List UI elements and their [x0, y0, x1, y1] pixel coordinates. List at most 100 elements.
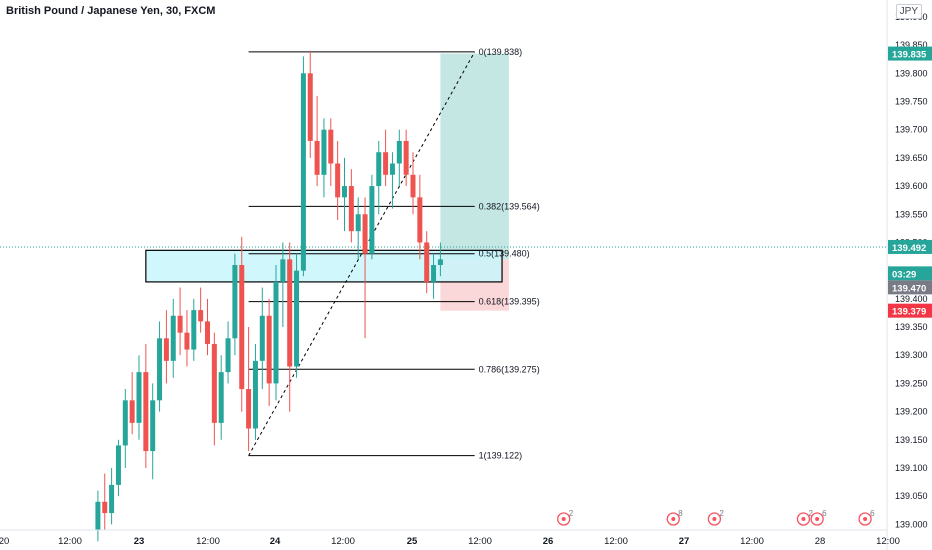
x-tick-label: 12:00 — [740, 536, 764, 547]
candle-body — [355, 214, 361, 232]
candle-body — [157, 338, 163, 401]
y-tick-label: 139.300 — [895, 350, 928, 360]
candle-body — [252, 360, 258, 429]
y-tick-label: 139.550 — [895, 209, 928, 219]
y-tick-label: 139.700 — [895, 125, 928, 135]
candle-body — [287, 259, 293, 367]
fib-level-label: 0.786(139.275) — [479, 364, 540, 374]
candle-body — [225, 338, 231, 373]
y-tick-label: 139.000 — [895, 519, 928, 529]
x-tick-label: 25 — [407, 536, 418, 547]
x-tick-label: 12:00 — [468, 536, 492, 547]
candle-body — [273, 281, 279, 384]
candle-body — [115, 445, 121, 485]
price-label: 139.492 — [892, 243, 926, 254]
supply-demand-zone — [145, 249, 503, 283]
candle-body — [198, 310, 204, 322]
fib-level-label: 0.382(139.564) — [479, 201, 540, 211]
y-tick-label: 139.350 — [895, 322, 928, 332]
fib-trend-line — [248, 51, 476, 456]
candle-body — [431, 265, 437, 282]
price-label-box — [888, 303, 932, 318]
x-tick-label: 26 — [543, 536, 554, 547]
price-label: 03:29 — [892, 269, 916, 280]
x-tick-label: 12:00 — [876, 536, 900, 547]
x-tick-label: 12:00 — [196, 536, 220, 547]
candle-body — [95, 501, 101, 530]
event-marker-dot — [561, 517, 566, 521]
candle-body — [150, 400, 156, 452]
candle-body — [218, 372, 224, 423]
candle-body — [396, 140, 402, 164]
event-marker-dot — [801, 517, 806, 521]
candle-body — [328, 129, 334, 164]
fib-level-label: 0(139.838) — [479, 47, 523, 57]
x-tick-label: 12:00 — [58, 536, 82, 547]
candle-body — [143, 372, 149, 452]
candle-body — [177, 315, 183, 333]
candle-body — [335, 163, 341, 198]
candle-body — [342, 186, 347, 198]
candle-body — [191, 310, 197, 350]
price-label-box — [888, 266, 932, 281]
y-tick-label: 139.150 — [895, 435, 928, 445]
target-zone — [440, 53, 509, 260]
candle-body — [280, 259, 286, 282]
price-label-box — [888, 239, 932, 254]
candle-body — [211, 343, 217, 423]
y-tick-label: 139.750 — [895, 96, 928, 106]
candle-body — [362, 214, 368, 254]
event-count: 2 — [808, 509, 813, 518]
event-count: 6 — [870, 509, 875, 518]
candle-body — [437, 259, 443, 265]
candle-body — [300, 73, 306, 271]
event-marker-dot — [712, 517, 717, 521]
candle-body — [163, 338, 169, 361]
candle-body — [232, 265, 238, 339]
currency-badge[interactable]: JPY — [895, 4, 922, 19]
candle-body — [410, 174, 416, 198]
candle-body — [266, 315, 272, 384]
chart-title: British Pound / Japanese Yen, 30, FXCM — [6, 5, 216, 17]
candle-body — [321, 129, 327, 175]
x-tick-label: 12:00 — [604, 536, 628, 547]
price-label-box — [888, 46, 932, 61]
fib-level-label: 0.618(139.395) — [479, 297, 540, 307]
candle-body — [170, 315, 176, 361]
y-tick-label: 139.100 — [895, 463, 928, 473]
x-tick-label: 24 — [270, 536, 281, 547]
event-marker-dot — [815, 517, 820, 521]
candle-body — [369, 186, 375, 254]
candle-body — [424, 242, 430, 282]
y-tick-label: 139.200 — [895, 407, 928, 417]
candle-body — [122, 400, 128, 446]
candle-body — [129, 400, 135, 423]
y-tick-label: 139.850 — [895, 40, 928, 50]
fib-level-label: 1(139.122) — [479, 451, 523, 461]
y-tick-label: 139.400 — [895, 294, 928, 304]
price-label: 139.835 — [892, 50, 927, 61]
candle-body — [307, 73, 313, 141]
candle-body — [246, 389, 252, 429]
price-label-box — [888, 280, 932, 295]
y-tick-label: 139.650 — [895, 153, 928, 163]
event-count: 8 — [678, 509, 683, 518]
candle-body — [259, 315, 265, 361]
event-marker-dot — [671, 517, 676, 521]
candle-body — [205, 321, 210, 344]
candle-body — [102, 501, 108, 514]
x-tick-label: 28 — [815, 536, 826, 547]
x-tick-label: 20 — [0, 536, 9, 547]
x-tick-label: 23 — [134, 536, 145, 547]
event-count: 2 — [719, 509, 724, 518]
event-marker-dot — [863, 517, 868, 521]
price-label: 139.470 — [892, 283, 926, 294]
candle-body — [136, 372, 142, 423]
event-count: 2 — [569, 509, 574, 518]
fib-level-label: 0.5(139.480) — [479, 249, 530, 259]
candle-body — [239, 265, 245, 390]
candle-body — [184, 332, 190, 350]
candle-body — [417, 197, 423, 243]
